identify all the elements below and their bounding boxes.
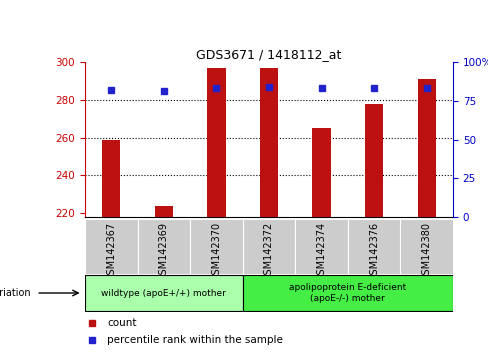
Bar [190, 219, 243, 274]
Bar [260, 68, 278, 217]
Bar [155, 206, 173, 217]
Title: GDS3671 / 1418112_at: GDS3671 / 1418112_at [196, 48, 342, 61]
Text: count: count [107, 318, 137, 328]
Bar [365, 104, 384, 217]
Bar [418, 79, 436, 217]
Text: GSM142369: GSM142369 [159, 222, 169, 281]
Text: GSM142367: GSM142367 [106, 222, 116, 281]
Text: genotype/variation: genotype/variation [0, 288, 31, 298]
Text: percentile rank within the sample: percentile rank within the sample [107, 335, 283, 345]
Text: GSM142374: GSM142374 [317, 222, 326, 281]
Bar [295, 219, 348, 274]
Text: wildtype (apoE+/+) mother: wildtype (apoE+/+) mother [102, 289, 226, 297]
Bar [401, 219, 453, 274]
Text: GSM142370: GSM142370 [211, 222, 222, 281]
Bar [85, 219, 138, 274]
Text: GSM142376: GSM142376 [369, 222, 379, 281]
Bar [348, 219, 401, 274]
Bar [138, 219, 190, 274]
Bar [312, 128, 331, 217]
Bar [243, 275, 453, 311]
Text: GSM142372: GSM142372 [264, 222, 274, 281]
Text: apolipoprotein E-deficient
(apoE-/-) mother: apolipoprotein E-deficient (apoE-/-) mot… [289, 283, 407, 303]
Bar [243, 219, 295, 274]
Bar [102, 139, 121, 217]
Bar [207, 68, 225, 217]
Text: GSM142380: GSM142380 [422, 222, 432, 281]
Bar [85, 275, 243, 311]
